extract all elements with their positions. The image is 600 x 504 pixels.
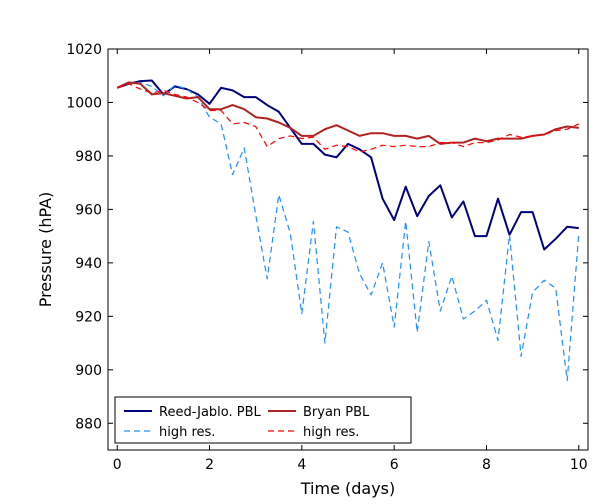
legend-items: Reed-Jablo. PBL high res. Bryan PBL high re… <box>124 405 370 440</box>
plot-background <box>108 49 588 450</box>
x-tick-label: 6 <box>390 457 399 473</box>
x-axis-label: Time (days) <box>300 479 396 498</box>
y-tick-label: 1000 <box>66 95 102 111</box>
series-line-4 <box>117 83 580 153</box>
series-line-2 <box>117 81 580 382</box>
legend-box <box>114 396 412 444</box>
legend-label-2: high res. <box>159 425 215 440</box>
x-tick-label: 8 <box>482 457 491 473</box>
y-tick-label: 920 <box>75 309 102 325</box>
y-tick-label: 980 <box>75 149 102 165</box>
y-tick-label: 960 <box>75 202 102 218</box>
series-line-1 <box>116 79 579 251</box>
plot-frame <box>107 48 589 451</box>
legend-label-1: Reed-Jablo. PBL <box>159 405 262 420</box>
y-tick-label: 1020 <box>66 42 102 58</box>
x-tick-label: 2 <box>205 457 214 473</box>
y-tick-label: 900 <box>75 363 102 379</box>
legend: Reed-Jablo. PBL high res. Bryan PBL high re… <box>114 396 412 444</box>
x-tick-label: 4 <box>297 457 306 473</box>
legend-label-4: high res. <box>303 425 359 440</box>
x-tick-label: 0 <box>113 457 122 473</box>
y-tick-label: 880 <box>75 416 102 432</box>
tick-layer: 0 2 4 6 8 10 880 900 920 940 960 980 1000 1020 <box>66 42 588 473</box>
x-tick-label: 10 <box>570 457 588 473</box>
legend-label-3: Bryan PBL <box>303 405 370 420</box>
series-layer <box>116 79 580 382</box>
y-tick-label: 940 <box>75 256 102 272</box>
y-axis-label: Pressure (hPA) <box>36 192 55 308</box>
